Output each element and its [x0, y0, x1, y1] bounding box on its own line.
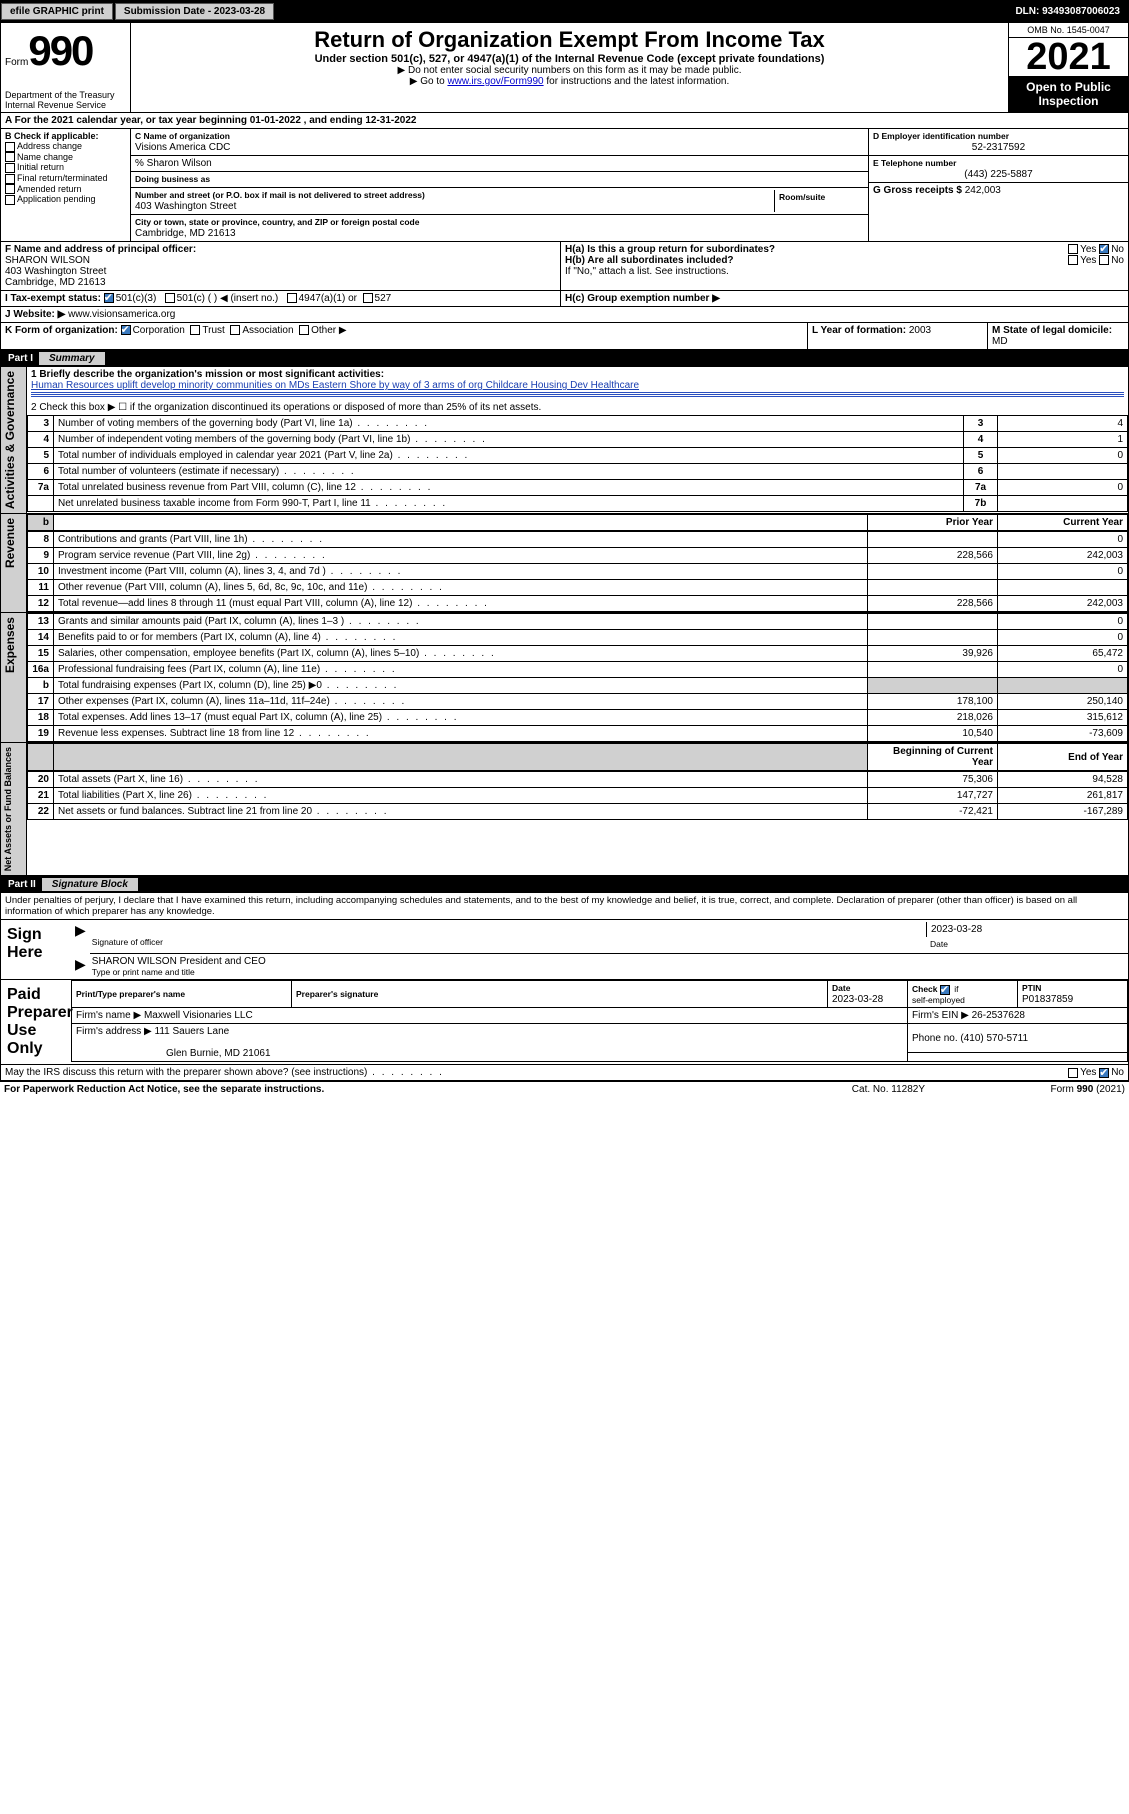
paid-preparer: Paid Preparer Use Only [1, 980, 71, 1064]
form-subtitle: Under section 501(c), 527, or 4947(a)(1)… [139, 53, 1000, 65]
city-state-zip: Cambridge, MD 21613 [135, 228, 236, 239]
form-note2: ▶ Go to www.irs.gov/Form990 for instruct… [139, 76, 1000, 87]
tax-period: A For the 2021 calendar year, or tax yea… [0, 113, 1129, 129]
topbar: efile GRAPHIC print Submission Date - 20… [0, 0, 1129, 22]
open-inspection: Open to Public Inspection [1009, 76, 1128, 112]
firm-phone: (410) 570-5711 [960, 1033, 1028, 1044]
firm-name: Maxwell Visionaries LLC [144, 1010, 253, 1021]
form-footer: Form 990 (2021) [925, 1084, 1125, 1095]
form-header: Form990 Department of the TreasuryIntern… [0, 22, 1129, 113]
paperwork-notice: For Paperwork Reduction Act Notice, see … [4, 1084, 852, 1095]
irs-link[interactable]: www.irs.gov/Form990 [447, 76, 543, 87]
form-note1: ▶ Do not enter social security numbers o… [139, 65, 1000, 76]
ein: 52-2317592 [873, 142, 1124, 153]
cat-no: Cat. No. 11282Y [852, 1084, 925, 1095]
entity-block: B Check if applicable: Address change Na… [0, 129, 1129, 242]
phone: (443) 225-5887 [873, 169, 1124, 180]
vlabel-governance: Activities & Governance [1, 367, 19, 513]
part1-header: Part ISummary [0, 350, 1129, 367]
street: 403 Washington Street [135, 201, 236, 212]
form-number: Form990 [5, 27, 126, 75]
part2-header: Part IISignature Block [0, 876, 1129, 893]
check-b: B Check if applicable: Address change Na… [1, 129, 131, 241]
state-domicile: MD [992, 336, 1008, 347]
year-formation: 2003 [909, 325, 931, 336]
vlabel-netassets: Net Assets or Fund Balances [1, 743, 15, 875]
vlabel-expenses: Expenses [1, 613, 19, 677]
form-title: Return of Organization Exempt From Incom… [139, 27, 1000, 53]
line2: 2 Check this box ▶ ☐ if the organization… [27, 400, 1128, 415]
submission-date: Submission Date - 2023-03-28 [115, 3, 274, 20]
mission: Human Resources uplift develop minority … [31, 380, 639, 391]
declaration: Under penalties of perjury, I declare th… [0, 893, 1129, 920]
tax-year: 2021 [1009, 38, 1128, 76]
discuss-question: May the IRS discuss this return with the… [5, 1067, 1068, 1078]
care-of: % Sharon Wilson [131, 156, 868, 172]
firm-ein: 26-2537628 [972, 1010, 1025, 1021]
efile-print-button[interactable]: efile GRAPHIC print [1, 3, 113, 20]
sign-here: Sign Here [1, 920, 71, 979]
officer-name: SHARON WILSON [5, 255, 90, 266]
website: www.visionsamerica.org [68, 309, 175, 320]
gross-receipts: 242,003 [965, 185, 1001, 196]
sig-date: 2023-03-28 [926, 922, 1126, 937]
officer-name-title: SHARON WILSON President and CEO [92, 956, 1126, 967]
dln: DLN: 93493087006023 [1007, 4, 1128, 19]
ptin: P01837859 [1022, 994, 1073, 1005]
org-name: Visions America CDC [135, 142, 230, 153]
firm-addr: 111 Sauers Lane [155, 1026, 230, 1037]
vlabel-revenue: Revenue [1, 514, 19, 572]
dept-treasury: Department of the TreasuryInternal Reven… [5, 90, 115, 110]
